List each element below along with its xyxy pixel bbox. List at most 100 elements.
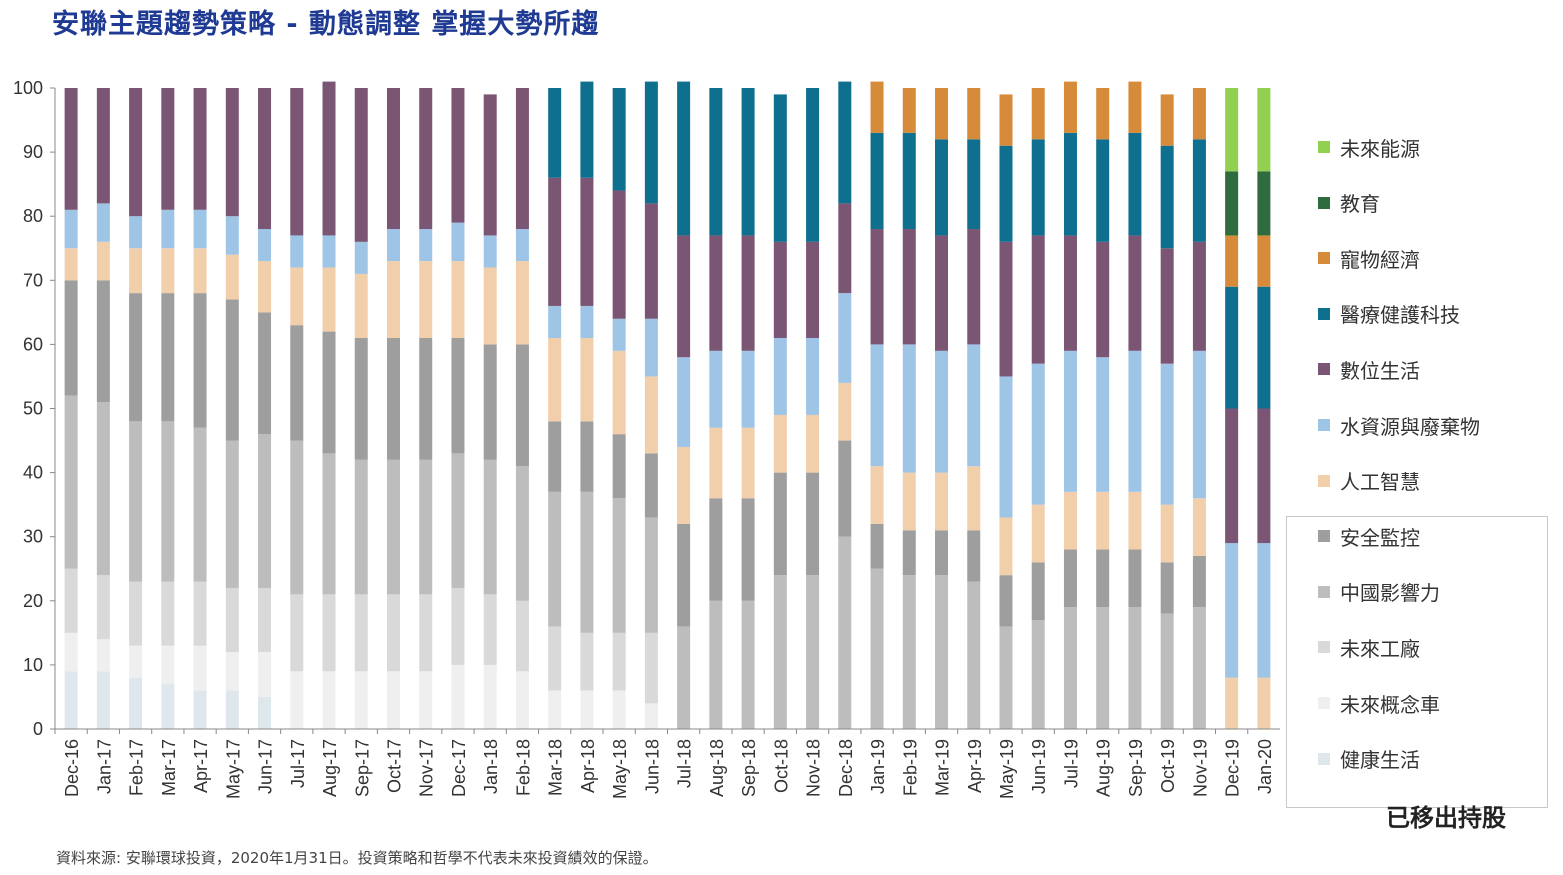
bar-segment xyxy=(902,88,916,133)
bar-segment xyxy=(451,261,465,338)
bar-segment xyxy=(806,414,820,473)
bar-segment xyxy=(193,293,207,428)
legend-swatch xyxy=(1318,252,1330,265)
bar-segment xyxy=(96,402,110,576)
legend-swatch xyxy=(1318,585,1330,598)
bar-segment xyxy=(773,575,787,729)
bar-segment xyxy=(451,222,465,262)
bar-segment xyxy=(193,209,207,249)
bar-segment xyxy=(1225,677,1239,729)
bar-segment xyxy=(1096,549,1110,608)
bar-segment xyxy=(741,427,755,499)
bar-segment xyxy=(580,632,594,691)
bar-segment xyxy=(386,671,400,729)
bar-segment xyxy=(322,331,336,454)
bar-segment xyxy=(902,344,916,473)
bar-segment xyxy=(838,81,852,204)
bar-segment xyxy=(354,273,368,338)
bar-segment xyxy=(1160,94,1174,146)
x-tick-label: Jan-17 xyxy=(94,739,114,794)
x-tick-label: Jan-19 xyxy=(868,739,888,794)
bar-segment xyxy=(580,421,594,492)
bar-segment xyxy=(773,337,787,415)
bar-segment xyxy=(258,587,272,653)
bar-segment xyxy=(1128,81,1142,133)
bar-segment xyxy=(902,132,916,230)
bar-segment xyxy=(64,395,78,569)
bar-segment xyxy=(419,88,433,230)
bar-segment xyxy=(1257,408,1271,544)
bar-segment xyxy=(419,337,433,460)
y-tick-label: 80 xyxy=(23,206,43,226)
legend-swatch xyxy=(1318,752,1330,765)
bar-segment xyxy=(515,261,529,345)
bar-segment xyxy=(354,88,368,242)
bar-segment xyxy=(193,88,207,210)
x-tick-label: Jul-17 xyxy=(288,739,308,788)
bar-segment xyxy=(677,81,691,236)
legend-label: 未來能源 xyxy=(1340,136,1420,161)
bar-segment xyxy=(129,645,143,678)
bar-segment xyxy=(1096,357,1110,492)
bar-segment xyxy=(129,677,143,729)
removed-holdings-box xyxy=(1286,516,1548,808)
bar-segment xyxy=(1063,549,1077,608)
bar-segment xyxy=(999,145,1013,242)
bar-segment xyxy=(419,459,433,595)
bar-segment xyxy=(870,568,884,729)
bar-segment xyxy=(386,459,400,595)
y-tick-label: 0 xyxy=(33,719,43,739)
bar-segment xyxy=(612,190,626,319)
bar-segment xyxy=(386,337,400,460)
legend-swatch xyxy=(1318,641,1330,654)
bar-segment xyxy=(129,216,143,249)
x-tick-label: Dec-16 xyxy=(62,739,82,797)
bar-segment xyxy=(129,293,143,422)
bar-segment xyxy=(1225,286,1239,409)
legend-item: 安全監控 xyxy=(1318,521,1420,551)
x-tick-label: Dec-18 xyxy=(836,739,856,797)
x-tick-label: Feb-17 xyxy=(127,739,147,796)
bar-segment xyxy=(580,81,594,178)
bar-segment xyxy=(612,632,626,691)
bar-segment xyxy=(580,177,594,306)
bar-segment xyxy=(902,575,916,729)
bar-segment xyxy=(290,325,304,441)
x-tick-label: Aug-19 xyxy=(1094,739,1114,797)
bar-segment xyxy=(1160,363,1174,505)
legend-item: 未來工廠 xyxy=(1318,632,1420,662)
bar-segment xyxy=(644,376,658,454)
bar-segment xyxy=(967,344,981,467)
bar-segment xyxy=(1096,88,1110,140)
bar-segment xyxy=(677,357,691,447)
bar-segment xyxy=(354,671,368,729)
bar-segment xyxy=(322,671,336,729)
y-tick-label: 10 xyxy=(23,655,43,675)
bar-segment xyxy=(1192,555,1206,608)
legend-label: 未來概念車 xyxy=(1340,692,1440,717)
bar-segment xyxy=(612,88,626,191)
x-tick-label: Nov-17 xyxy=(417,739,437,797)
legend-label: 醫療健護科技 xyxy=(1340,303,1460,328)
bar-segment xyxy=(1096,139,1110,242)
bar-segment xyxy=(548,88,562,178)
bar-segment xyxy=(96,280,110,403)
bar-segment xyxy=(419,671,433,729)
bar-segment xyxy=(1128,350,1142,492)
bar-segment xyxy=(386,594,400,672)
bar-segment xyxy=(1096,607,1110,729)
bar-segment xyxy=(1031,139,1045,236)
bar-segment xyxy=(870,229,884,345)
x-tick-label: Oct-18 xyxy=(771,739,791,793)
y-tick-label: 30 xyxy=(23,527,43,547)
y-tick-label: 100 xyxy=(13,78,43,98)
bar-segment xyxy=(258,229,272,262)
legend-label: 寵物經濟 xyxy=(1340,247,1420,272)
bar-segment xyxy=(258,696,272,729)
bar-segment xyxy=(870,132,884,230)
bar-segment xyxy=(870,523,884,569)
bar-segment xyxy=(96,671,110,729)
bar-segment xyxy=(548,491,562,627)
bar-segment xyxy=(483,664,497,729)
bar-segment xyxy=(1192,498,1206,556)
